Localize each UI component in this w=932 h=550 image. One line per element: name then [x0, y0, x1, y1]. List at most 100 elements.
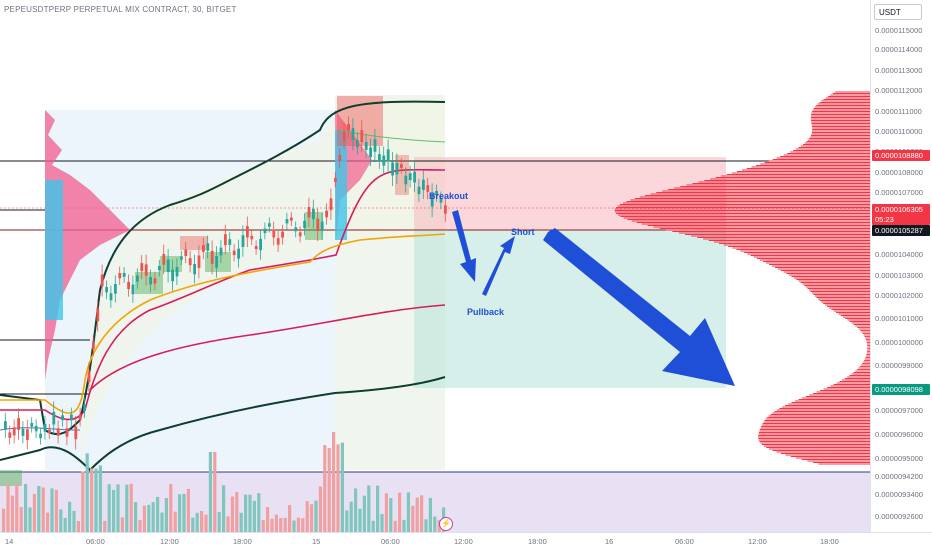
volume-bar [274, 514, 278, 532]
candle-body [254, 245, 258, 250]
price-tick-label: 0.0000093400 [875, 490, 923, 499]
volume-bar [358, 508, 362, 532]
candle-body [118, 273, 122, 279]
candle-body [166, 259, 170, 273]
volume-bar [217, 512, 221, 532]
candle-body [175, 266, 179, 277]
countdown-badge: 05:23 [872, 214, 930, 225]
volume-bar [327, 448, 331, 532]
symbol-title[interactable]: PEPEUSDTPERP PERPETUAL MIX CONTRACT, 30,… [4, 5, 237, 14]
price-tick-label: 0.0000096000 [875, 430, 923, 439]
volume-bar [226, 516, 230, 532]
volume-bar [37, 486, 41, 532]
volume-bar [318, 486, 322, 532]
volume-bar [19, 506, 23, 532]
ema-green [339, 129, 446, 143]
price-tick-label: 0.0000097000 [875, 406, 923, 415]
candle-body [228, 239, 232, 245]
candle-body [83, 404, 86, 411]
volume-bar [345, 510, 349, 532]
volume-bar [195, 512, 199, 532]
price-tick-label: 0.0000114000 [875, 45, 923, 54]
candle-body [188, 258, 192, 266]
volume-bar [393, 520, 397, 532]
price-tick-label: 0.0000099000 [875, 361, 923, 370]
volume-bar [314, 500, 318, 532]
volume-bar [24, 483, 28, 532]
volume-bar [349, 501, 353, 532]
candle-body [162, 254, 166, 265]
candle-body [413, 171, 416, 183]
candle-body [435, 190, 438, 196]
candle-body [26, 429, 29, 440]
candle-body [158, 265, 161, 271]
volume-bar [292, 520, 296, 532]
candle-body [246, 226, 249, 238]
volume-bar [120, 517, 124, 532]
volume-bar [63, 517, 67, 532]
time-tick-label: 06:00 [675, 537, 694, 546]
price-tick-label: 0.0000115000 [875, 26, 923, 35]
volume-bar [112, 489, 116, 532]
time-tick-label: 18:00 [528, 537, 547, 546]
candle-body [395, 163, 399, 175]
candle-body [307, 206, 311, 218]
volume-bar [147, 504, 151, 532]
candle-body [184, 249, 188, 257]
candle-body [290, 217, 293, 221]
volume-bar [424, 519, 428, 532]
candle-body [52, 411, 56, 425]
candle-body [70, 414, 73, 421]
right-volume-profile [614, 91, 870, 465]
volume-bar [59, 509, 63, 532]
volume-bar [129, 483, 133, 532]
candle-body [144, 264, 148, 276]
candle-body [78, 414, 82, 420]
volume-bar [248, 494, 252, 532]
volume-bar [279, 518, 283, 532]
volume-bar [367, 485, 371, 532]
price-tick-label: 0.0000095000 [875, 454, 923, 463]
candle-body [74, 426, 78, 440]
currency-selector[interactable]: USDT [874, 4, 922, 20]
candle-body [131, 284, 135, 295]
price-tick-label: 0.0000104000 [875, 250, 923, 259]
candle-body [285, 219, 289, 224]
volume-bar [134, 502, 138, 532]
price-chart[interactable] [0, 0, 870, 532]
candle-body [250, 235, 254, 240]
volume-bar [266, 507, 270, 532]
candle-body [316, 218, 320, 231]
candle-body [43, 423, 47, 432]
volume-bars [2, 432, 446, 532]
entry-price-badge: 0.0000105287 [872, 225, 930, 236]
volume-bar [296, 517, 300, 532]
candle-body [92, 342, 95, 350]
candle-body [219, 247, 223, 256]
candle-body [386, 149, 390, 162]
price-tick-label: 0.0000113000 [875, 66, 923, 75]
volume-bar [116, 484, 120, 532]
mid-band-red-2 [89, 304, 446, 391]
volume-bar [270, 518, 274, 532]
candle-body [96, 309, 100, 322]
arrow-short-target [543, 228, 735, 386]
volume-bar [90, 468, 94, 532]
candle-body [180, 256, 183, 260]
candle-body [114, 284, 117, 294]
candle-body [294, 227, 298, 232]
volume-bar [6, 484, 10, 532]
candle-body [61, 415, 64, 421]
short-annotation: Short [511, 227, 535, 237]
candle-body [439, 197, 443, 203]
lightning-icon[interactable]: ⚡ [439, 517, 453, 531]
candle-body [241, 235, 245, 247]
candle-body [272, 229, 276, 238]
ema-blue [0, 427, 81, 431]
candle-body [224, 234, 227, 246]
candle-body [382, 155, 386, 166]
volume-bar [283, 517, 287, 532]
candlesticks [4, 116, 447, 450]
volume-bar [28, 507, 32, 532]
volume-bar [160, 512, 164, 532]
